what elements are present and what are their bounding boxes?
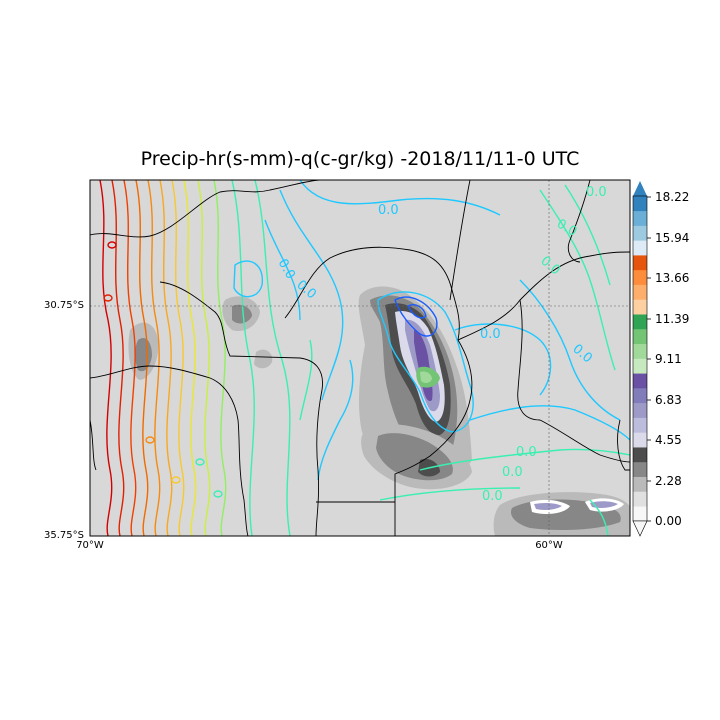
colorbar-segment <box>633 210 647 226</box>
map-frame <box>89 179 631 537</box>
colorbar-tick-label: 6.83 <box>655 393 682 407</box>
colorbar-segment <box>633 299 647 315</box>
colorbar-tick-label: 9.11 <box>655 352 682 366</box>
contour-label: 0.0 <box>480 327 501 342</box>
colorbar-segment <box>633 196 647 212</box>
colorbar-tick-label: 11.39 <box>655 312 690 326</box>
colorbar-segment <box>633 343 647 359</box>
colorbar-segment <box>633 402 647 418</box>
colorbar-tick-label: 0.00 <box>655 514 682 528</box>
colorbar-segment <box>633 314 647 330</box>
map-content: 0.0 0.0 0.0 0.0 0.0 0.0 0.0 0.0 0.0 0.0 … <box>90 180 630 536</box>
colorbar-segment <box>633 476 647 492</box>
colorbar-tick-label: 15.94 <box>655 231 690 245</box>
colorbar-segment <box>633 506 647 522</box>
contour-label: 0.0 <box>378 203 399 218</box>
colorbar-segment <box>633 358 647 374</box>
lat-tick-label: 35.75°S <box>44 530 84 541</box>
colorbar-segment <box>633 373 647 389</box>
colorbar-tick-label: 18.22 <box>655 190 690 204</box>
map-background <box>90 180 630 536</box>
colorbar-segment <box>633 388 647 404</box>
colorbar-segment <box>633 225 647 241</box>
colorbar-segments <box>633 196 647 522</box>
contour-label: 0.0 <box>516 445 537 460</box>
colorbar-segment <box>633 328 647 345</box>
lat-tick-label: 30.75°S <box>44 300 84 311</box>
colorbar-tick-label: 2.28 <box>655 474 682 488</box>
lon-tick-label: 60°W <box>535 540 563 551</box>
colorbar-segment <box>633 491 647 507</box>
colorbar-segment <box>633 432 647 448</box>
colorbar-tick-label: 4.55 <box>655 433 682 447</box>
colorbar-segment <box>633 447 647 463</box>
colorbar-extend-triangle <box>633 181 647 196</box>
contour-label: 0.0 <box>482 489 503 504</box>
political-borders <box>90 180 630 536</box>
contour-label: 0.0 <box>586 185 607 200</box>
chart-title: Precip-hr(s-mm)-q(c-gr/kg) -2018/11/11-0… <box>140 148 580 170</box>
colorbar-segment <box>633 255 647 271</box>
colorbar-ticks <box>647 196 651 522</box>
colorbar-segment <box>633 240 647 256</box>
colorbar <box>632 181 651 537</box>
colorbar-segment <box>633 284 647 300</box>
colorbar-segment <box>633 461 647 477</box>
colorbar-tick-label: 13.66 <box>655 271 690 285</box>
colorbar-segment <box>633 417 647 433</box>
contour-label: 0.0 <box>502 465 523 480</box>
graticule <box>90 180 630 536</box>
lon-tick-label: 70°W <box>76 540 104 551</box>
colorbar-bottom-triangle <box>632 520 648 537</box>
colorbar-segment <box>633 269 647 285</box>
